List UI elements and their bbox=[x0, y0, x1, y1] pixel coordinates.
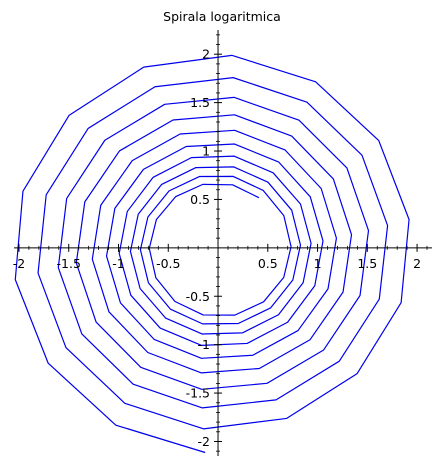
ticks bbox=[18, 34, 428, 452]
spiral-series bbox=[14, 54, 410, 454]
y-tick-label: 2 bbox=[202, 47, 210, 62]
axes bbox=[14, 30, 432, 456]
x-tick-label: 2 bbox=[413, 256, 421, 271]
x-tick-label: -1 bbox=[112, 256, 124, 271]
x-tick-label: 1 bbox=[314, 256, 322, 271]
y-tick-label: -0.5 bbox=[186, 289, 210, 304]
x-tick-label: -1.5 bbox=[57, 256, 81, 271]
tick-labels: -2 -1.5 -1 -0.5 0.5 1 1.5 2 -2 -1.5 -1 -0.5 0.5 1 1.5 2 bbox=[13, 47, 421, 449]
y-tick-label: 1.5 bbox=[190, 95, 210, 110]
x-tick-label: -0.5 bbox=[156, 256, 180, 271]
y-tick-label: -1 bbox=[198, 337, 210, 352]
x-tick-label: 0.5 bbox=[258, 256, 278, 271]
x-tick-label: -2 bbox=[13, 256, 25, 271]
x-tick-label: 1.5 bbox=[357, 256, 377, 271]
y-tick-label: 0.5 bbox=[190, 192, 210, 207]
y-tick-label: 1 bbox=[202, 144, 210, 159]
y-tick-label: -1.5 bbox=[186, 386, 210, 401]
spiral-line bbox=[14, 54, 410, 454]
chart-title: Spirala logaritmica bbox=[163, 9, 281, 24]
y-tick-label: -2 bbox=[198, 434, 210, 449]
